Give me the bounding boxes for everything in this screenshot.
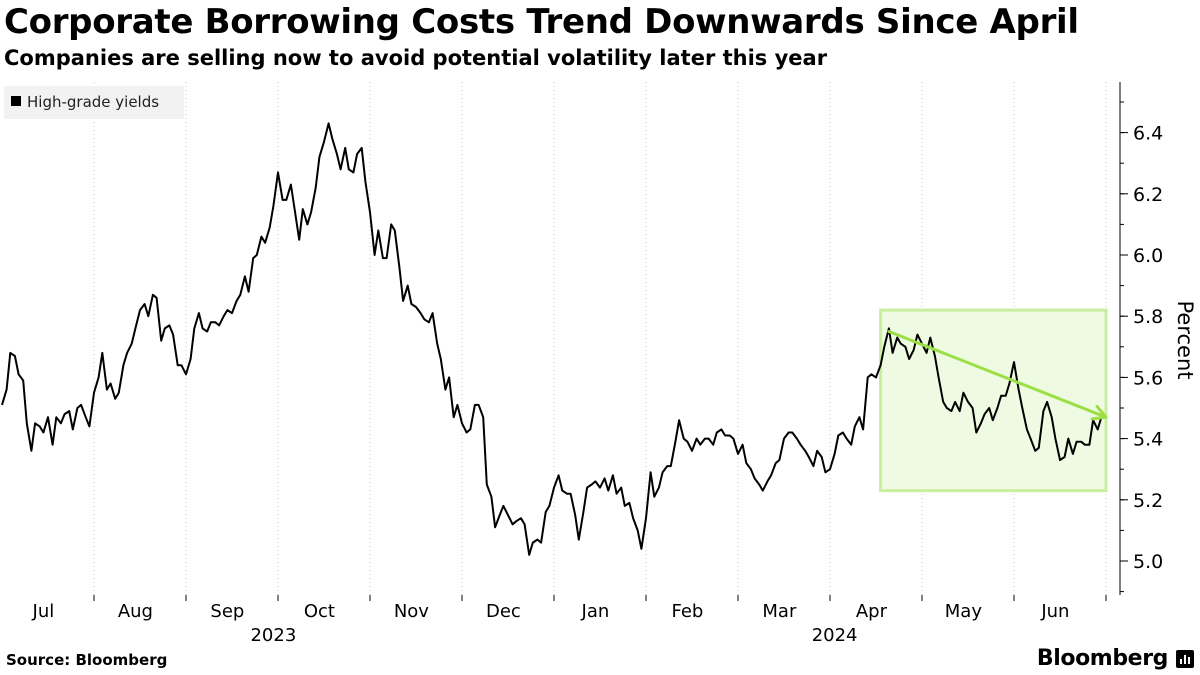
x-tick-label: Feb: [671, 601, 703, 622]
x-tick-label: Sep: [210, 601, 244, 622]
legend-label: High-grade yields: [27, 93, 159, 111]
x-tick-label: May: [945, 601, 983, 622]
x-tick-label: Jun: [1040, 601, 1069, 622]
y-tick-label: 5.6: [1133, 367, 1163, 389]
y-axis-title: Percent: [1173, 300, 1197, 379]
x-tick-label: Jan: [581, 601, 610, 622]
chart-subtitle: Companies are selling now to avoid poten…: [4, 46, 828, 70]
highlight-box: [879, 308, 1108, 493]
x-tick-label: Jul: [32, 601, 55, 622]
x-tick-label: Dec: [486, 601, 521, 622]
trend-arrow-line: [887, 330, 1108, 419]
x-tick-label: Aug: [118, 601, 153, 622]
bloomberg-logo: Bloomberg: [1036, 646, 1169, 671]
trend-arrow-head: [1090, 404, 1108, 421]
x-year-label: 2024: [812, 625, 858, 646]
y-tick-label: 6.4: [1133, 123, 1163, 145]
y-tick-label: 5.2: [1133, 490, 1163, 512]
legend: [4, 86, 184, 119]
y-tick-label: 6.2: [1133, 184, 1163, 206]
y-tick-label: 5.0: [1133, 551, 1163, 573]
bloomberg-logo-icon: [1176, 650, 1194, 668]
x-year-label: 2023: [250, 625, 296, 646]
chart-title: Corporate Borrowing Costs Trend Downward…: [4, 2, 1079, 42]
x-tick-label: Mar: [762, 601, 797, 622]
y-tick-label: 5.8: [1133, 306, 1163, 328]
y-tick-label: 5.4: [1133, 429, 1163, 451]
x-tick-label: Nov: [394, 601, 429, 622]
x-tick-label: Apr: [856, 601, 888, 622]
source-note: Source: Bloomberg: [6, 651, 168, 669]
legend-swatch: [11, 96, 21, 106]
x-tick-label: Oct: [304, 601, 335, 622]
series-line-high-grade-yields: [1, 122, 1103, 556]
y-tick-label: 6.0: [1133, 245, 1163, 267]
